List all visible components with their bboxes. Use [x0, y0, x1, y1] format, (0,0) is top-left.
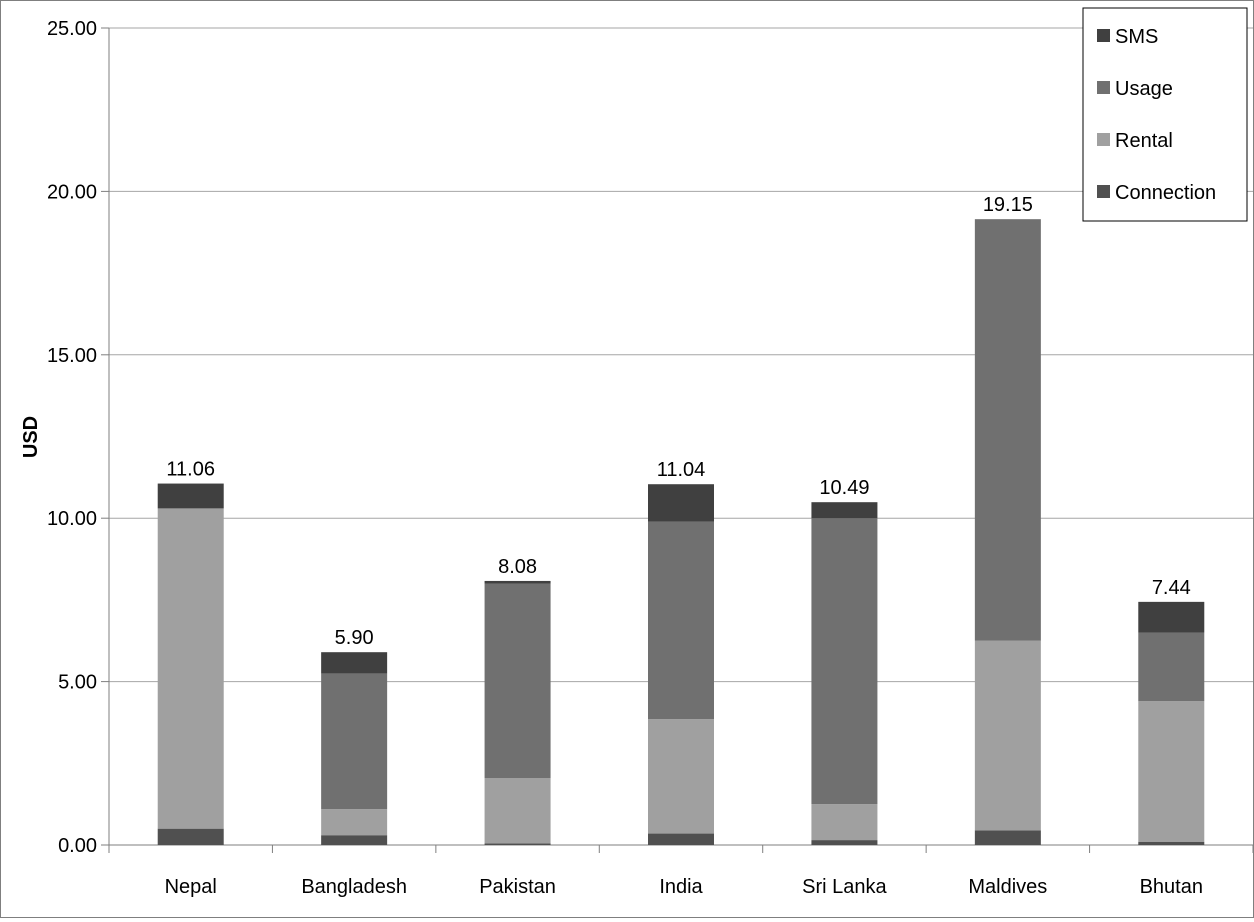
bar-total-label: 19.15	[983, 194, 1033, 216]
bar-segment-connection	[157, 828, 224, 845]
bar-segment-rental	[157, 508, 224, 829]
bar-segment-sms	[648, 484, 714, 522]
legend: SMS Usage Rental Connection	[1082, 7, 1248, 222]
bar-segment-rental	[974, 640, 1041, 831]
legend-swatch-sms	[1097, 29, 1110, 42]
x-tick-label: Sri Lanka	[802, 876, 887, 898]
legend-swatch-connection	[1097, 185, 1110, 198]
axes: 0.00 5.00 10.00 15.00 20.00 25.00 Nepal Banglad…	[47, 18, 1254, 898]
gridlines	[109, 27, 1253, 683]
bar-segment-rental	[811, 804, 878, 841]
bar-segment-connection	[974, 830, 1041, 845]
bar-segment-connection	[648, 833, 714, 845]
legend-swatch-rental	[1097, 133, 1110, 146]
x-tick-label: Nepal	[165, 876, 217, 898]
bar-segment-rental	[1138, 701, 1205, 842]
bar-segment-connection	[484, 843, 551, 845]
y-tick-label: 0.00	[58, 835, 97, 857]
bar-segment-usage	[974, 219, 1041, 641]
legend-label: Usage	[1115, 78, 1173, 100]
bar-total-label: 10.49	[819, 477, 869, 499]
bar-total-label: 8.08	[498, 556, 537, 578]
x-tick-label: Maldives	[968, 876, 1047, 898]
bar-segment-sms	[157, 483, 224, 509]
bar-segment-usage	[321, 673, 388, 810]
bar-segment-usage	[1138, 632, 1205, 702]
x-tick-label: India	[659, 876, 703, 898]
x-tick-label: Bangladesh	[301, 876, 407, 898]
y-tick-label: 25.00	[47, 18, 97, 40]
legend-label: Rental	[1115, 130, 1173, 152]
bar-total-label: 7.44	[1152, 577, 1191, 599]
legend-box	[1082, 7, 1248, 222]
y-tick-label: 10.00	[47, 508, 97, 530]
bar-segment-sms	[811, 502, 878, 519]
data-labels: 11.06 5.90 8.08 11.04 10.49 19.15 7.44	[166, 194, 1190, 649]
bar-total-label: 11.04	[657, 459, 706, 481]
y-tick-label: 5.00	[58, 672, 97, 694]
bar-segment-sms	[484, 580, 551, 584]
legend-swatch-usage	[1097, 81, 1110, 94]
x-tick-label: Pakistan	[479, 876, 556, 898]
bar-segment-usage	[648, 521, 714, 720]
y-axis-title: USD	[20, 416, 42, 458]
bars	[157, 219, 1205, 845]
bar-segment-rental	[321, 809, 388, 836]
bar-segment-connection	[1138, 841, 1205, 845]
bar-segment-usage	[811, 518, 878, 805]
bar-total-label: 11.06	[166, 459, 215, 481]
bar-segment-rental	[648, 719, 714, 834]
y-tick-label: 15.00	[47, 345, 97, 367]
bar-segment-sms	[321, 652, 388, 674]
bar-total-label: 5.90	[335, 627, 374, 649]
bar-segment-usage	[484, 583, 551, 779]
bar-segment-connection	[811, 840, 878, 845]
legend-label: SMS	[1115, 26, 1158, 48]
y-tick-label: 20.00	[47, 181, 97, 203]
x-tick-label: Bhutan	[1140, 876, 1203, 898]
legend-label: Connection	[1115, 182, 1216, 204]
bar-segment-rental	[484, 778, 551, 844]
bar-segment-sms	[1138, 601, 1205, 633]
bar-segment-connection	[321, 835, 388, 845]
